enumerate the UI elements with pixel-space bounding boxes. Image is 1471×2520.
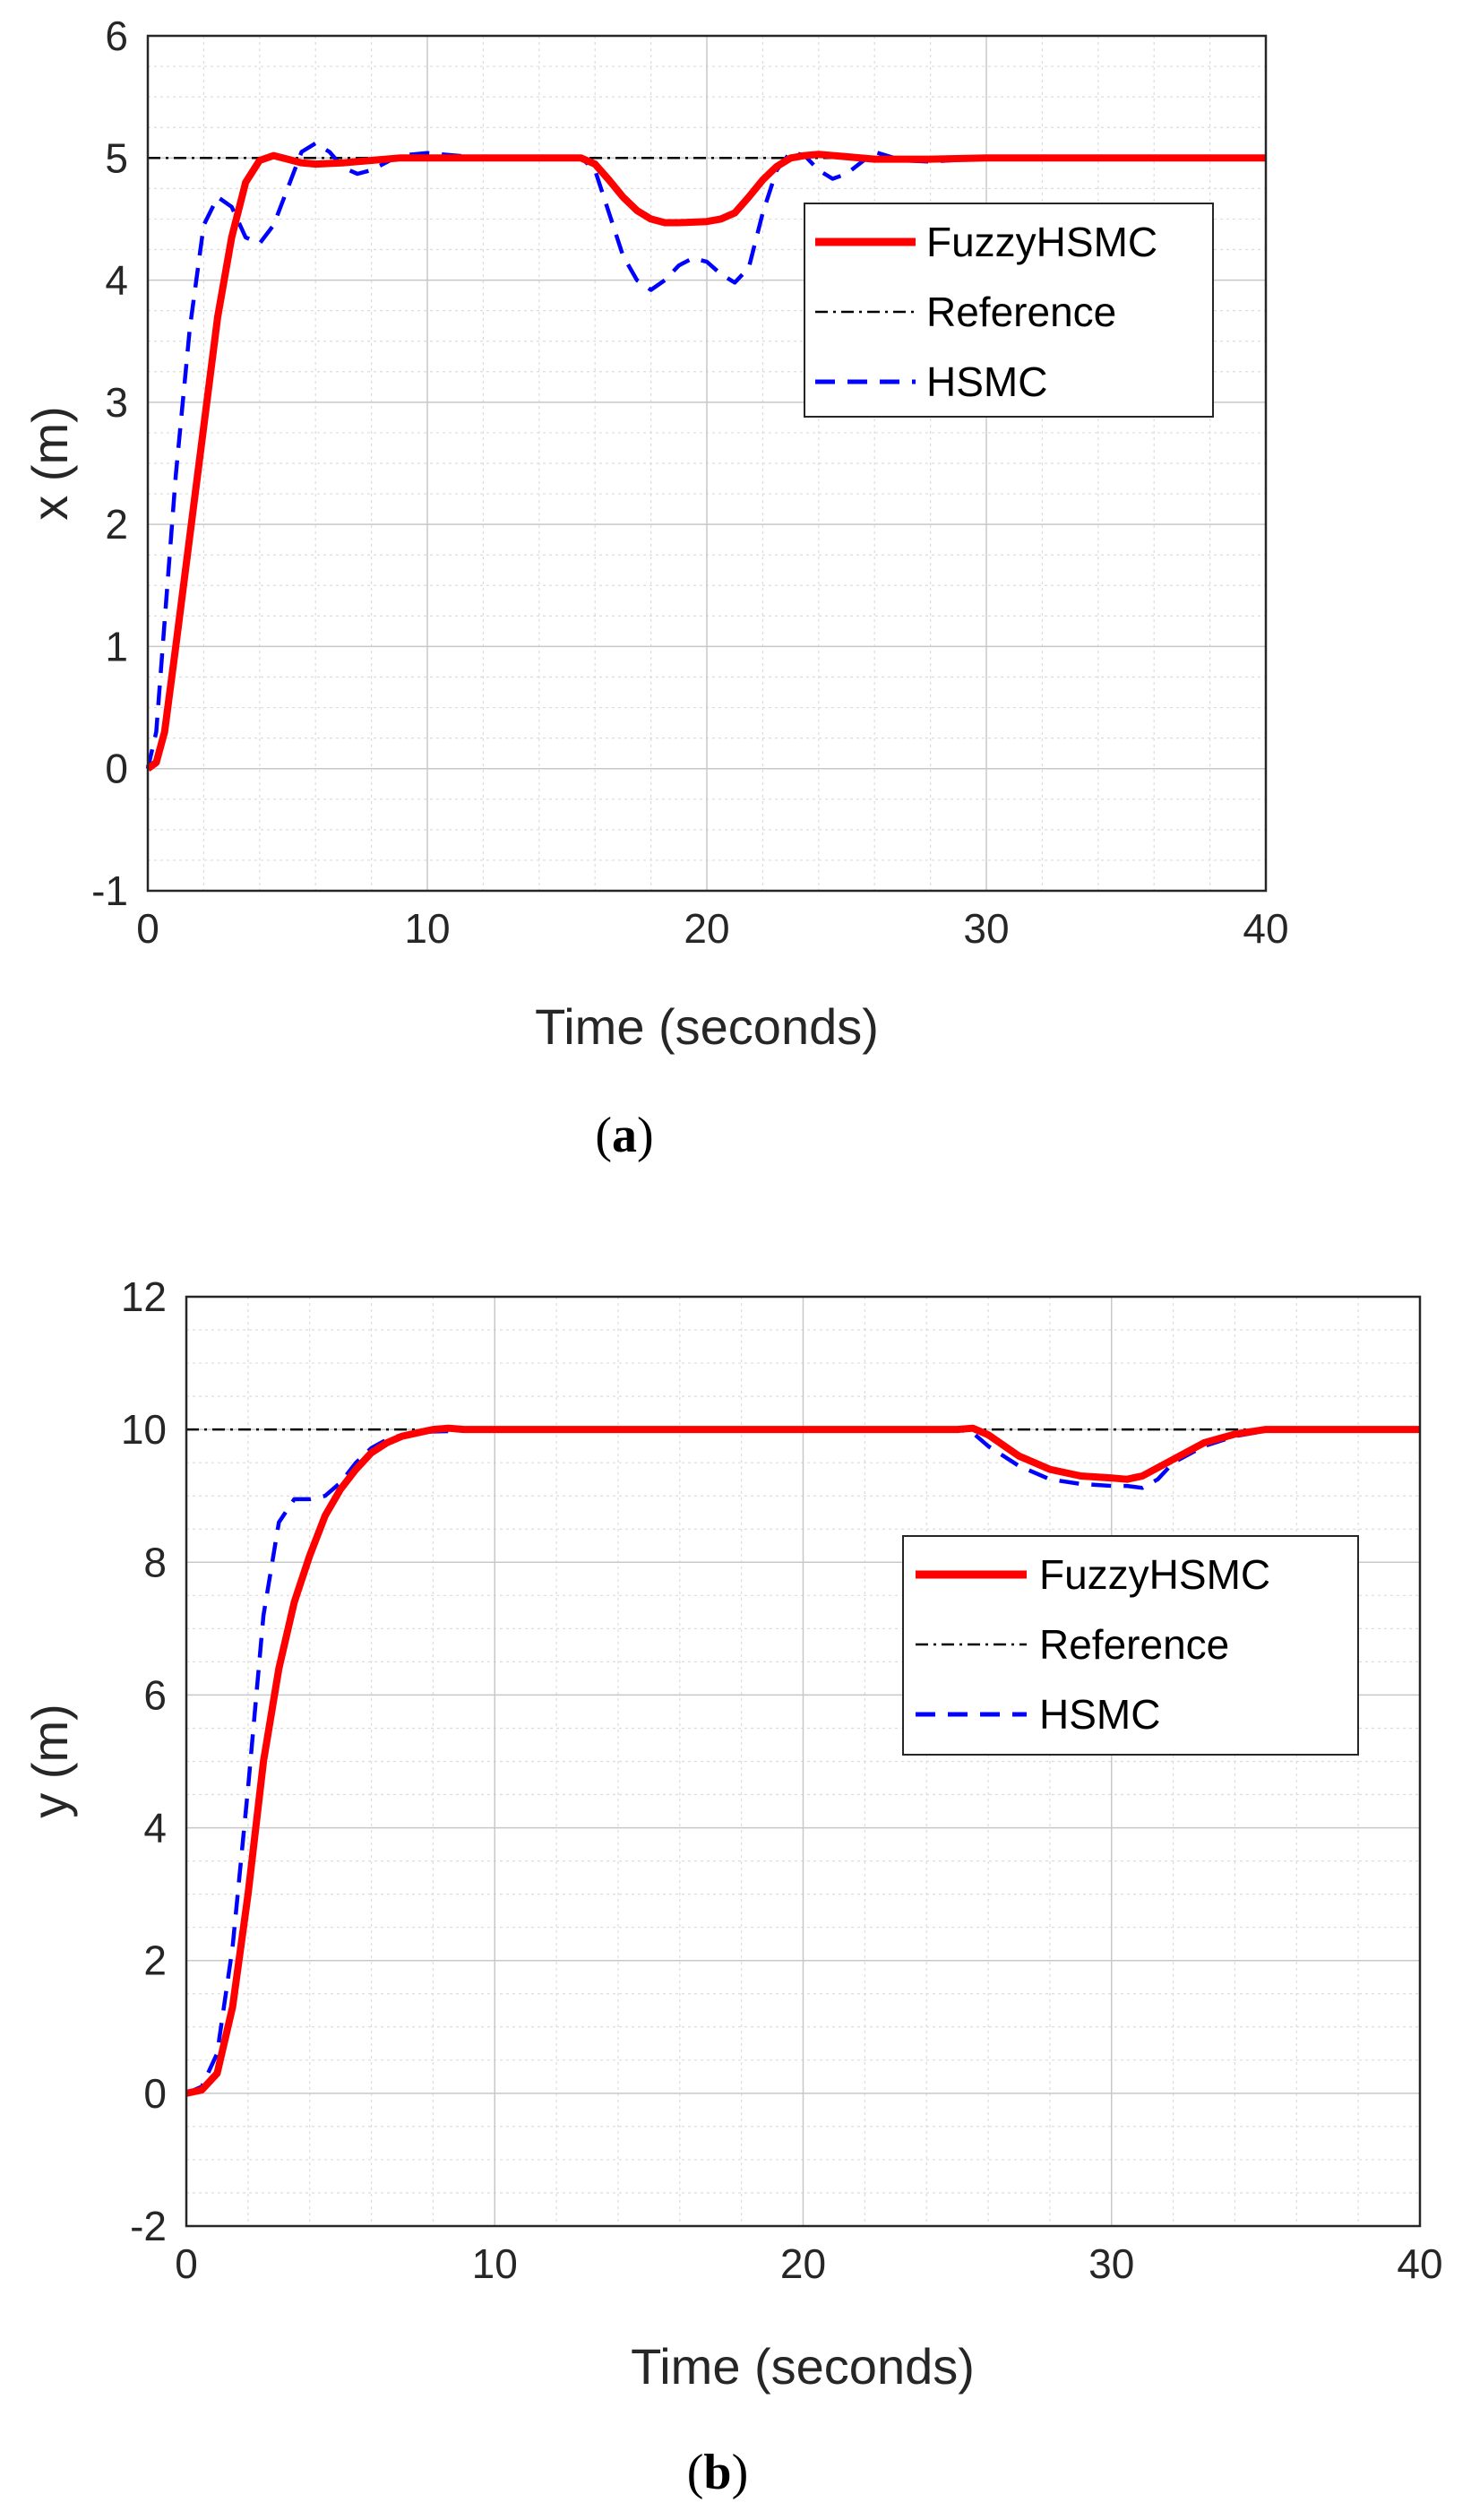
legend-label-reference-a: Reference <box>926 289 1116 335</box>
x-axis-label-a: Time (seconds) <box>535 998 879 1055</box>
plot-frame-a <box>146 34 1268 893</box>
legend-label-reference-b: Reference <box>1039 1621 1229 1668</box>
series-group-b <box>185 1424 1420 2097</box>
series-line-fuzzyhsmc-a <box>145 151 1266 772</box>
y-tick-label: 4 <box>143 1805 167 1851</box>
y-tick-label: 8 <box>143 1539 167 1585</box>
series-line-fuzzyhsmc-b <box>185 1424 1420 2097</box>
x-tick-label: 30 <box>1088 2240 1134 2287</box>
legend-b: FuzzyHSMC Reference HSMC <box>902 1535 1359 1756</box>
y-tick-label: 2 <box>105 501 128 548</box>
y-tick-label: 5 <box>105 134 128 181</box>
y-tick-label: 4 <box>105 257 128 304</box>
y-axis-label-a: x (m) <box>22 406 78 521</box>
caption-letter-b: b <box>703 2445 731 2500</box>
y-tick-label: 6 <box>105 13 128 59</box>
y-tick-label: 0 <box>105 746 128 792</box>
y-tick-labels-b: -2 0 2 4 6 8 10 12 <box>121 1273 167 2249</box>
y-tick-label: 6 <box>143 1671 167 1718</box>
caption-letter-a: a <box>612 1108 637 1163</box>
x-tick-label: 10 <box>404 905 450 952</box>
x-tick-label: 20 <box>684 905 729 952</box>
plot-frame-b <box>185 1295 1422 2228</box>
legend-label-fuzzyhsmc-a: FuzzyHSMC <box>926 219 1157 265</box>
x-axis-label-b: Time (seconds) <box>631 2338 975 2395</box>
y-tick-label: -2 <box>130 2203 167 2249</box>
series-group-a <box>145 141 1266 772</box>
y-tick-label: 0 <box>143 2070 167 2117</box>
x-tick-label: 0 <box>175 2240 198 2287</box>
legend-label-hsmc-b: HSMC <box>1039 1691 1160 1738</box>
caption-a: (a) <box>595 1108 653 1163</box>
x-tick-labels-a: 0 10 20 30 40 <box>136 905 1288 952</box>
x-tick-labels-b: 0 10 20 30 40 <box>175 2240 1442 2287</box>
y-tick-label: 12 <box>121 1273 167 1320</box>
y-tick-labels-a: -1 0 1 2 3 4 5 6 <box>91 13 128 914</box>
series-line-hsmc-a <box>145 141 1266 770</box>
y-axis-label-b: y (m) <box>22 1704 78 1818</box>
y-tick-label: 10 <box>121 1406 167 1453</box>
y-tick-label: 3 <box>105 379 128 426</box>
x-tick-label: 10 <box>472 2240 518 2287</box>
x-tick-label: 20 <box>780 2240 826 2287</box>
legend-label-hsmc-a: HSMC <box>926 358 1047 405</box>
y-tick-label: 2 <box>143 1937 167 1984</box>
y-tick-label: 1 <box>105 623 128 669</box>
caption-b: (b) <box>687 2445 748 2500</box>
legend-label-fuzzyhsmc-b: FuzzyHSMC <box>1039 1551 1270 1598</box>
x-tick-label: 40 <box>1397 2240 1442 2287</box>
y-tick-label: -1 <box>91 867 128 914</box>
legend-a: FuzzyHSMC Reference HSMC <box>804 203 1214 418</box>
x-tick-label: 40 <box>1243 905 1288 952</box>
x-tick-label: 0 <box>136 905 159 952</box>
x-tick-label: 30 <box>963 905 1009 952</box>
